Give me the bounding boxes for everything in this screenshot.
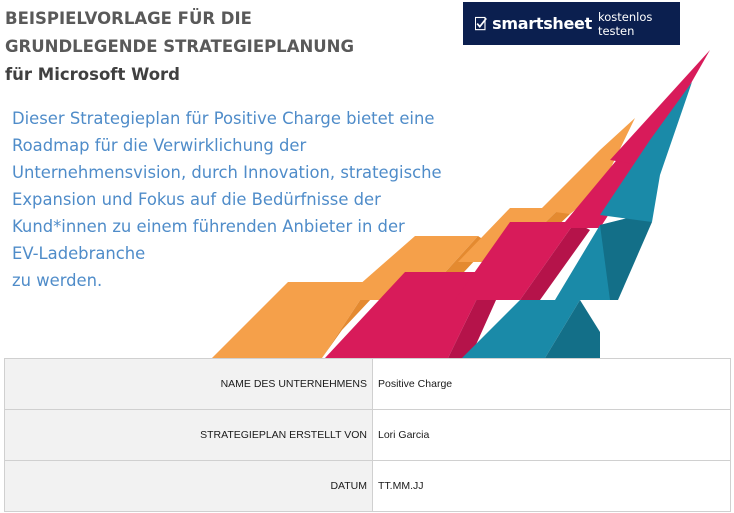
page-title: BEISPIELVORLAGE FÜR DIE GRUNDLEGENDE STR… xyxy=(5,5,354,89)
smartsheet-trial-banner[interactable]: smartsheet kostenlos testen xyxy=(463,2,680,45)
teal-ribbon xyxy=(462,82,692,358)
table-row-author: STRATEGIEPLAN ERSTELLT VON Lori Garcia xyxy=(4,409,731,461)
title-line-2: GRUNDLEGENDE STRATEGIEPLANUNG xyxy=(5,37,355,56)
magenta-ribbon xyxy=(325,50,710,358)
title-line-1: BEISPIELVORLAGE FÜR DIE xyxy=(5,9,252,28)
title-line-3: für Microsoft Word xyxy=(5,65,180,84)
company-info-table: NAME DES UNTERNEHMENS Positive Charge ST… xyxy=(4,358,731,512)
table-row-date: DATUM TT.MM.JJ xyxy=(4,460,731,512)
intro-line: Expansion und Fokus auf die Bedürfnisse … xyxy=(12,190,381,209)
intro-line: EV-Ladebranche xyxy=(12,244,146,263)
company-name-label: NAME DES UNTERNEHMENS xyxy=(4,358,373,410)
date-label: DATUM xyxy=(4,460,373,512)
date-value[interactable]: TT.MM.JJ xyxy=(372,460,731,512)
intro-line: Roadmap für die Verwirklichung der xyxy=(12,136,307,155)
table-row-company: NAME DES UNTERNEHMENS Positive Charge xyxy=(4,358,731,410)
author-label: STRATEGIEPLAN ERSTELLT VON xyxy=(4,409,373,461)
intro-paragraph: Dieser Strategieplan für Positive Charge… xyxy=(12,105,492,294)
smartsheet-checkmark-icon xyxy=(475,16,487,30)
banner-action: kostenlos testen xyxy=(597,9,653,38)
company-name-value[interactable]: Positive Charge xyxy=(372,358,731,410)
banner-brand: smartsheet xyxy=(492,14,592,33)
intro-line: Kund*innen zu einem führenden Anbieter i… xyxy=(12,217,405,236)
author-value[interactable]: Lori Garcia xyxy=(372,409,731,461)
intro-line: Dieser Strategieplan für Positive Charge… xyxy=(12,109,435,128)
intro-line: zu werden. xyxy=(12,271,103,290)
intro-line: Unternehmensvision, durch Innovation, st… xyxy=(12,163,442,182)
